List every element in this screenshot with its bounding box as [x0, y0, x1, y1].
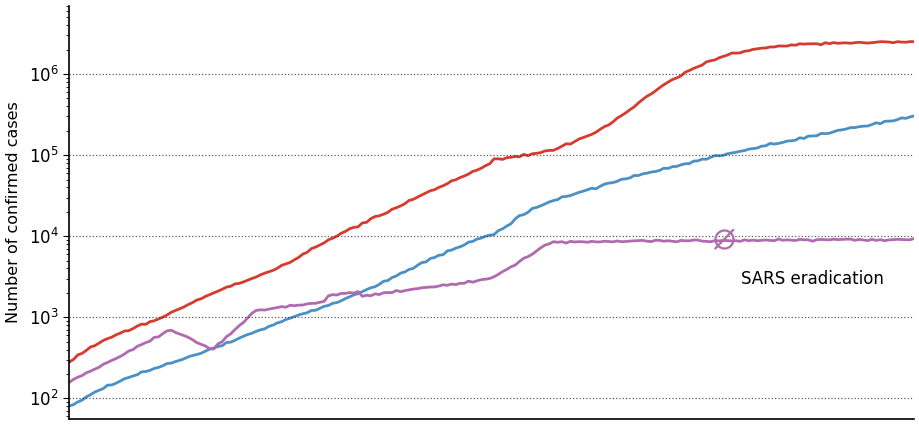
Y-axis label: Number of confirmed cases: Number of confirmed cases [6, 102, 20, 323]
Text: SARS eradication: SARS eradication [741, 270, 883, 288]
